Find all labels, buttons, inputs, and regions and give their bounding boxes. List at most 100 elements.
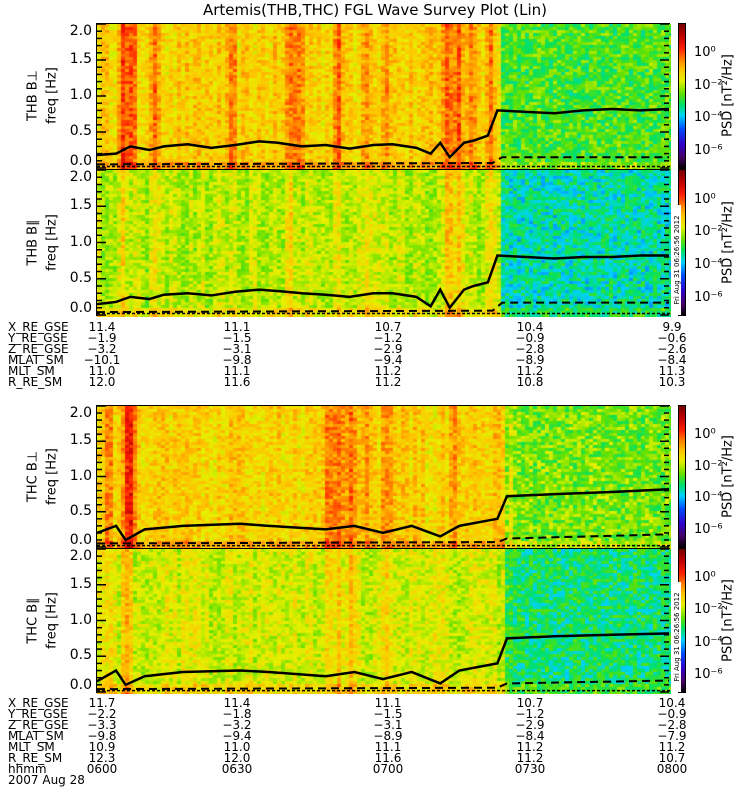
colorbar-tick-label: 10⁰ bbox=[694, 191, 716, 207]
spectrogram-panel-thc-bpar bbox=[96, 548, 671, 694]
ephemeris-label: Z_RE_GSE bbox=[8, 718, 69, 732]
ephemeris-value: −8.4 bbox=[515, 729, 545, 743]
ephemeris-value: −8.9 bbox=[373, 729, 403, 743]
ephemeris-label: Z_RE_GSE bbox=[8, 342, 69, 356]
ephemeris-value: 0730 bbox=[514, 762, 546, 776]
ephemeris-value: −1.5 bbox=[222, 331, 252, 345]
ephemeris-value: 11.1 bbox=[374, 740, 402, 754]
freq-axis-label: freq [Hz] bbox=[44, 447, 60, 505]
ephemeris-value: 11.0 bbox=[88, 364, 116, 378]
colorbar-tick-label: 10⁻² bbox=[694, 458, 723, 474]
dashed-frequency-line bbox=[96, 156, 669, 166]
colorbar-gradient bbox=[679, 406, 685, 547]
ephemeris-value: 10.7 bbox=[658, 751, 686, 765]
ephemeris-value: −2.9 bbox=[373, 342, 403, 356]
ephemeris-label: X_RE_GSE bbox=[8, 320, 69, 334]
ephemeris-value: 11.0 bbox=[223, 740, 251, 754]
ephemeris-value: −2.8 bbox=[515, 342, 545, 356]
ephemeris-value: −3.2 bbox=[222, 718, 252, 732]
y-tick-label: 2.0 bbox=[69, 23, 92, 39]
ephemeris-value: 11.4 bbox=[223, 696, 251, 710]
ephemeris-value: 10.7 bbox=[374, 320, 402, 334]
ephemeris-value: 11.4 bbox=[88, 320, 116, 334]
figure-title: Artemis(THB,THC) FGL Wave Survey Plot (L… bbox=[202, 1, 548, 19]
ephemeris-value: 10.9 bbox=[88, 740, 116, 754]
dashed-frequency-line bbox=[96, 533, 670, 545]
ephemeris-value: −10.1 bbox=[83, 353, 121, 367]
panel-ylabel: THB B∥ bbox=[25, 218, 41, 266]
spectrogram-panel-thc-bperp bbox=[96, 405, 671, 549]
colorbar-tick-label: 10⁻⁶ bbox=[694, 666, 723, 682]
solid-frequency-line bbox=[96, 107, 670, 160]
y-tick-label: 1.0 bbox=[69, 467, 92, 484]
ephemeris-label: R_RE_SM bbox=[8, 375, 63, 389]
ephemeris-value: −1.8 bbox=[222, 707, 252, 721]
ephemeris-value: 11.2 bbox=[374, 375, 402, 389]
ephemeris-value: 10.7 bbox=[516, 696, 544, 710]
spectrogram-overlay bbox=[96, 548, 671, 693]
solid-frequency-line bbox=[96, 632, 670, 687]
ephemeris-label: X_RE_GSE bbox=[8, 696, 69, 710]
ephemeris-value: −1.2 bbox=[373, 331, 403, 345]
colorbar bbox=[678, 405, 686, 548]
colorbar-tick-label: 10⁻⁶ bbox=[694, 289, 723, 305]
spectrogram-panel-thb-bpar bbox=[96, 169, 671, 317]
colorbar-label: PSD [nT²/Hz] bbox=[720, 54, 736, 137]
ephemeris-value: −8.9 bbox=[515, 353, 545, 367]
ephemeris-value: 12.3 bbox=[88, 751, 116, 765]
colorbar-tick-label: 10⁻² bbox=[694, 224, 723, 240]
y-tick-label: 0.5 bbox=[69, 269, 92, 286]
colorbar-tick-label: 10⁻⁶ bbox=[694, 522, 723, 538]
ephemeris-value: 11.2 bbox=[516, 751, 544, 765]
ephemeris-value: 11.1 bbox=[223, 320, 251, 334]
ephemeris-value: 11.1 bbox=[374, 696, 402, 710]
y-tick-label: 1.0 bbox=[69, 233, 92, 250]
ephemeris-value: −1.5 bbox=[373, 707, 403, 721]
panel-ylabel: THB B⊥ bbox=[25, 70, 41, 122]
ephemeris-value: −0.9 bbox=[657, 707, 687, 721]
colorbar-tick-label: 10⁻² bbox=[694, 602, 723, 618]
ephemeris-value: 11.6 bbox=[223, 375, 251, 389]
y-tick-label: 0.5 bbox=[69, 647, 92, 664]
ephemeris-value: 12.0 bbox=[88, 375, 116, 389]
ephemeris-value: 11.7 bbox=[88, 696, 116, 710]
ephemeris-label: MLAT_SM bbox=[8, 353, 64, 367]
colorbar-tick-label: 10⁰ bbox=[694, 45, 716, 61]
y-tick-label: 1.5 bbox=[69, 197, 92, 214]
colorbar-label: PSD [nT²/Hz] bbox=[720, 200, 736, 284]
y-tick-label: 1.0 bbox=[69, 611, 92, 628]
y-tick-label: 0.0 bbox=[69, 532, 92, 548]
ephemeris-value: 11.1 bbox=[223, 364, 251, 378]
ephemeris-value: 11.2 bbox=[374, 364, 402, 378]
ephemeris-value: 0800 bbox=[656, 762, 688, 776]
ephemeris-value: 0630 bbox=[221, 762, 253, 776]
panel-ylabel: THC B∥ bbox=[25, 596, 41, 644]
freq-axis-label: freq [Hz] bbox=[44, 67, 60, 124]
ephemeris-value: 9.9 bbox=[662, 320, 682, 334]
plot-timestamp: Fri Aug 31 06:26:56 2012 bbox=[673, 582, 681, 692]
date-label: 2007 Aug 28 bbox=[8, 773, 85, 787]
ephemeris-label: Y_RE_GSE bbox=[8, 707, 68, 721]
ephemeris-value: −3.1 bbox=[222, 342, 252, 356]
ephemeris-label: MLAT_SM bbox=[8, 729, 64, 743]
ephemeris-value: −0.6 bbox=[657, 331, 687, 345]
ephemeris-value: −9.4 bbox=[373, 353, 403, 367]
ephemeris-value: 10.4 bbox=[516, 320, 544, 334]
y-tick-label: 1.0 bbox=[69, 87, 92, 103]
y-tick-label: 2.0 bbox=[69, 405, 92, 421]
colorbar-tick-label: 10⁻⁴ bbox=[694, 634, 723, 650]
freq-axis-label: freq [Hz] bbox=[44, 591, 60, 649]
ephemeris-label: Y_RE_GSE bbox=[8, 331, 68, 345]
ephemeris-value: 11.2 bbox=[658, 740, 686, 754]
spectrogram-overlay bbox=[96, 405, 671, 548]
ephemeris-value: −1.9 bbox=[87, 331, 117, 345]
ephemeris-value: −2.6 bbox=[657, 342, 687, 356]
spectrogram-heatmap bbox=[97, 549, 671, 694]
colorbar-gradient bbox=[679, 24, 685, 168]
colorbar-tick-label: 10⁰ bbox=[694, 570, 716, 586]
ephemeris-value: −3.1 bbox=[373, 718, 403, 732]
y-tick-label: 1.5 bbox=[69, 575, 92, 592]
y-tick-label: 2.0 bbox=[69, 169, 92, 185]
ephemeris-value: 11.2 bbox=[516, 740, 544, 754]
y-tick-label: 0.0 bbox=[69, 677, 92, 693]
